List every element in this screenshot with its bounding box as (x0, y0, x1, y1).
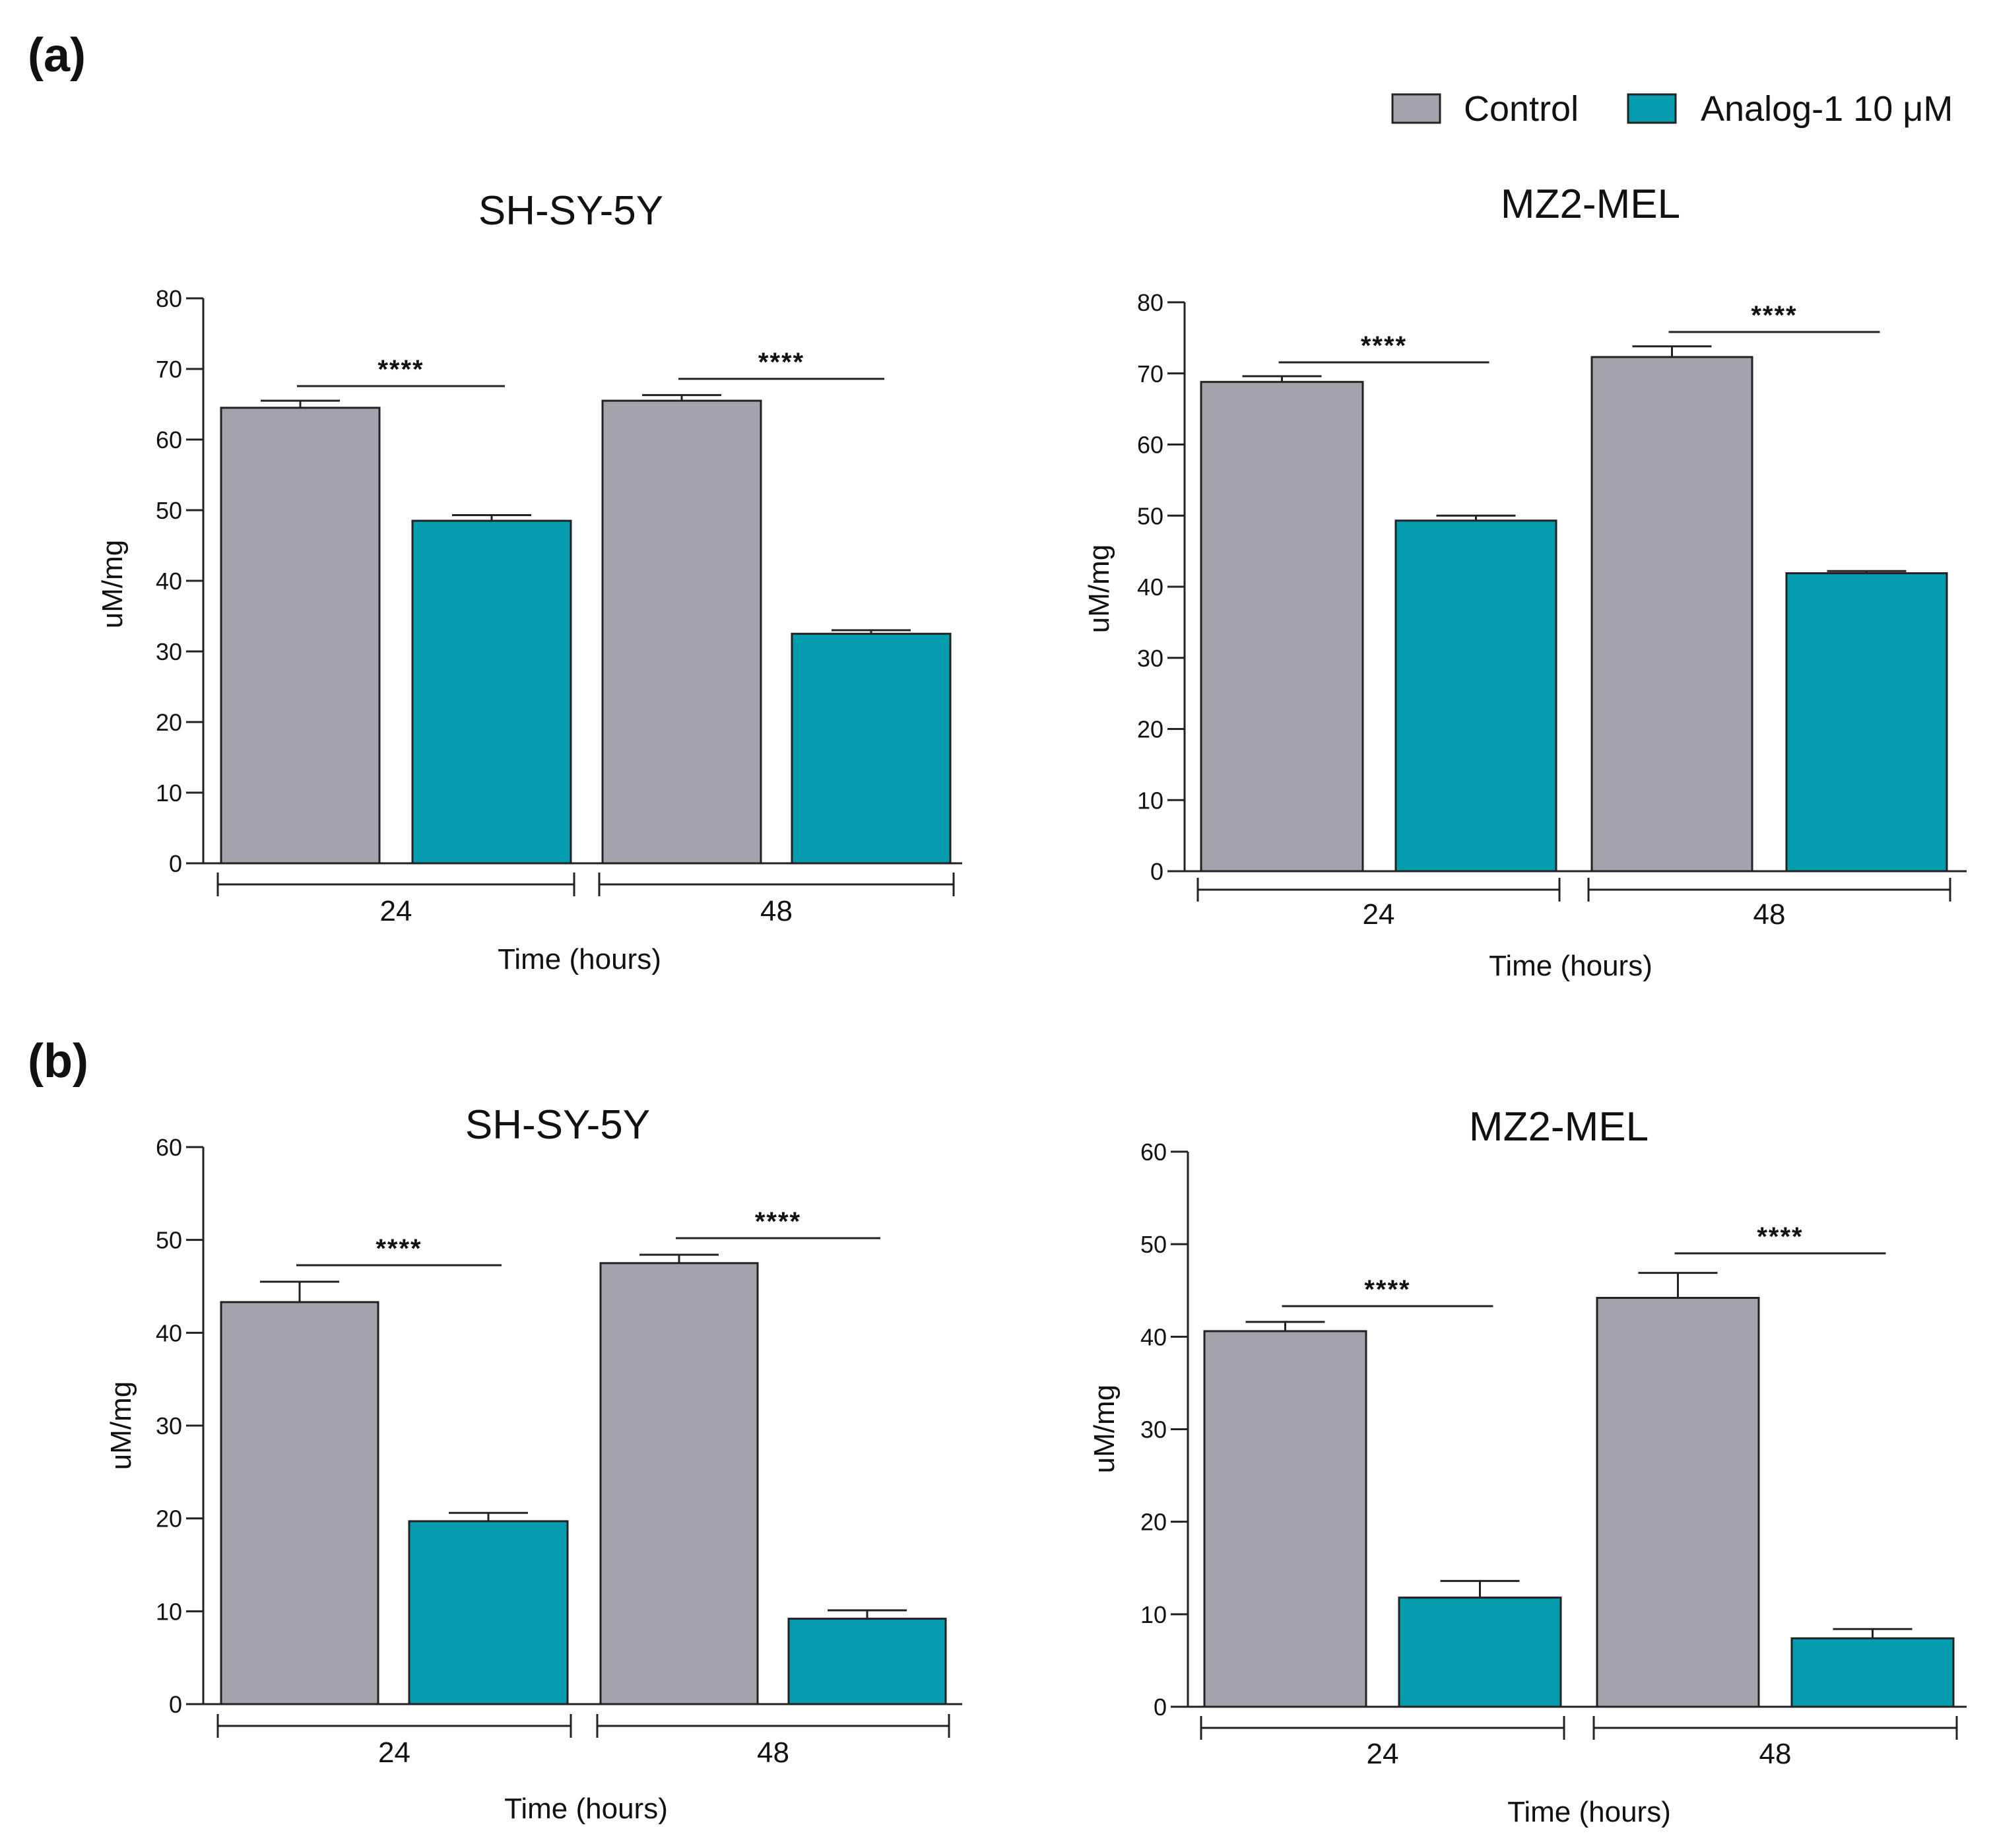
chart-b-sh-sy-5y-y-tick-label: 60 (156, 1134, 182, 1161)
chart-b-mz2-mel-y-tick-label: 50 (1140, 1231, 1167, 1258)
legend-swatch-analog (1627, 93, 1677, 124)
chart-b-sh-sy-5y-y-tick-label: 20 (156, 1505, 182, 1533)
chart-b-sh-sy-5y-y-axis-title: uM/mg (105, 1381, 137, 1470)
panel-label-a: (a) (28, 29, 86, 82)
chart-b-sh-sy-5y-bar-analog-48 (787, 1618, 947, 1705)
chart-b-sh-sy-5y-category-label-48: 48 (757, 1736, 789, 1769)
chart-b-sh-sy-5y-y-tick-label: 30 (156, 1412, 182, 1439)
chart-a-mz2-mel: MZ2-MEL 0 10 20 30 40 50 60 70 80 uM/mg 24 **** 48 ***… (1083, 182, 1967, 982)
chart-a-mz2-mel-bar-analog-48 (1785, 572, 1948, 873)
chart-b-mz2-mel-bar-analog-48 (1790, 1637, 1955, 1708)
chart-a-mz2-mel-significance-label-24: **** (1361, 331, 1407, 360)
chart-a-mz2-mel-category-label-24: 24 (1363, 898, 1395, 931)
chart-a-mz2-mel-significance-label-48: **** (1751, 301, 1797, 330)
chart-a-mz2-mel-y-tick-label: 70 (1137, 360, 1163, 387)
legend-label-control: Control (1464, 89, 1579, 129)
chart-a-mz2-mel-y-tick-label: 40 (1137, 574, 1163, 601)
chart-b-mz2-mel-y-tick-label: 60 (1140, 1138, 1167, 1166)
chart-a-mz2-mel-bar-control-24 (1200, 381, 1364, 873)
chart-a-sh-sy-5y-y-tick-label: 80 (156, 285, 182, 312)
chart-a-mz2-mel-y-tick-label: 80 (1137, 289, 1163, 316)
chart-a-mz2-mel-x-axis-title: Time (hours) (1489, 950, 1652, 982)
chart-b-mz2-mel-bar-control-24 (1203, 1330, 1367, 1708)
chart-b-sh-sy-5y-bar-control-24 (220, 1301, 379, 1705)
chart-b-sh-sy-5y-bar-control-48 (599, 1262, 759, 1705)
chart-b-sh-sy-5y-significance-label-24: **** (376, 1234, 422, 1263)
chart-b-sh-sy-5y-title: SH-SY-5Y (465, 1102, 650, 1148)
legend-label-analog: Analog-1 10 μM (1701, 89, 1953, 129)
chart-a-mz2-mel-y-axis-title: uM/mg (1083, 544, 1115, 633)
chart-b-sh-sy-5y-x-axis-title: Time (hours) (504, 1793, 668, 1825)
chart-a-mz2-mel-bar-analog-24 (1394, 519, 1557, 873)
chart-b-mz2-mel-category-label-48: 48 (1759, 1738, 1792, 1770)
chart-a-sh-sy-5y-y-tick-label: 60 (156, 426, 182, 453)
chart-a-sh-sy-5y-y-tick-label: 20 (156, 709, 182, 736)
chart-a-mz2-mel-bar-control-48 (1590, 356, 1753, 873)
chart-b-mz2-mel-y-tick-label: 40 (1140, 1323, 1167, 1350)
charts-container: SH-SY-5Y 0 10 20 30 40 50 60 70 80 uM/mg 24 **** 48 **… (96, 182, 1967, 1828)
chart-a-mz2-mel-category-label-48: 48 (1753, 898, 1786, 931)
chart-a-sh-sy-5y-bar-analog-24 (411, 519, 572, 865)
chart-a-sh-sy-5y-y-tick-label: 40 (156, 568, 182, 595)
chart-a-sh-sy-5y-y-tick-label: 50 (156, 497, 182, 524)
chart-a-mz2-mel-y-tick-label: 60 (1137, 432, 1163, 459)
chart-a-sh-sy-5y-bar-control-24 (220, 407, 381, 865)
chart-b-sh-sy-5y-bar-analog-24 (408, 1520, 569, 1705)
chart-b-mz2-mel-significance-label-48: **** (1757, 1222, 1803, 1251)
chart-b-sh-sy-5y-y-tick-label: 50 (156, 1227, 182, 1254)
chart-a-sh-sy-5y-y-tick-label: 10 (156, 779, 182, 807)
chart-a-mz2-mel-title: MZ2-MEL (1501, 182, 1680, 227)
chart-a-sh-sy-5y-x-axis-title: Time (hours) (498, 943, 661, 975)
chart-b-sh-sy-5y-y-tick-label: 40 (156, 1319, 182, 1346)
chart-a-sh-sy-5y-y-tick-label: 30 (156, 638, 182, 665)
panel-label-b: (b) (28, 1035, 88, 1088)
chart-b-mz2-mel-y-tick-label: 30 (1140, 1416, 1167, 1443)
chart-a-mz2-mel-y-tick-label: 10 (1137, 787, 1163, 814)
chart-b-sh-sy-5y: SH-SY-5Y 0 10 20 30 40 50 60 uM/mg 24 **** 48 **** Ti… (105, 1102, 962, 1825)
chart-a-sh-sy-5y-bar-control-48 (601, 399, 762, 865)
chart-b-mz2-mel-bar-analog-24 (1398, 1597, 1562, 1708)
chart-b-sh-sy-5y-significance-label-48: **** (755, 1207, 801, 1236)
chart-a-sh-sy-5y-bar-analog-48 (791, 632, 952, 865)
figure-overlay: (a) (b) Control Analog-1 10 μM (28, 29, 1953, 1088)
chart-b-mz2-mel-title: MZ2-MEL (1469, 1104, 1649, 1150)
chart-b-mz2-mel-significance-label-24: **** (1364, 1275, 1410, 1304)
chart-a-mz2-mel-y-tick-label: 0 (1150, 858, 1163, 885)
chart-a-sh-sy-5y-y-tick-label: 70 (156, 356, 182, 383)
chart-b-sh-sy-5y-category-label-24: 24 (378, 1736, 410, 1769)
chart-b-sh-sy-5y-y-tick-label: 0 (169, 1691, 182, 1718)
chart-a-mz2-mel-y-tick-label: 20 (1137, 716, 1163, 743)
chart-b-mz2-mel: MZ2-MEL 0 10 20 30 40 50 60 uM/mg 24 **** 48 **** Tim… (1088, 1104, 1967, 1828)
chart-a-sh-sy-5y-category-label-48: 48 (760, 895, 793, 927)
chart-a-mz2-mel-y-tick-label: 50 (1137, 502, 1163, 529)
chart-a-mz2-mel-y-tick-label: 30 (1137, 645, 1163, 672)
legend-swatch-control (1391, 93, 1441, 124)
chart-a-sh-sy-5y-y-tick-label: 0 (169, 850, 182, 877)
chart-a-sh-sy-5y-y-axis-title: uM/mg (96, 540, 129, 628)
chart-b-mz2-mel-x-axis-title: Time (hours) (1507, 1796, 1671, 1828)
chart-a-sh-sy-5y-category-label-24: 24 (380, 895, 412, 927)
chart-a-sh-sy-5y: SH-SY-5Y 0 10 20 30 40 50 60 70 80 uM/mg 24 **** 48 **… (96, 188, 962, 975)
chart-b-mz2-mel-y-axis-title: uM/mg (1088, 1385, 1121, 1473)
chart-b-sh-sy-5y-y-tick-label: 10 (156, 1598, 182, 1625)
chart-a-sh-sy-5y-significance-label-48: **** (758, 348, 804, 377)
chart-b-mz2-mel-category-label-24: 24 (1367, 1738, 1399, 1770)
chart-b-mz2-mel-y-tick-label: 20 (1140, 1509, 1167, 1536)
chart-b-mz2-mel-y-tick-label: 10 (1140, 1601, 1167, 1628)
chart-b-mz2-mel-y-tick-label: 0 (1154, 1694, 1167, 1721)
chart-b-mz2-mel-bar-control-48 (1596, 1296, 1760, 1708)
chart-a-sh-sy-5y-title: SH-SY-5Y (478, 188, 663, 234)
chart-a-sh-sy-5y-significance-label-24: **** (377, 355, 424, 384)
